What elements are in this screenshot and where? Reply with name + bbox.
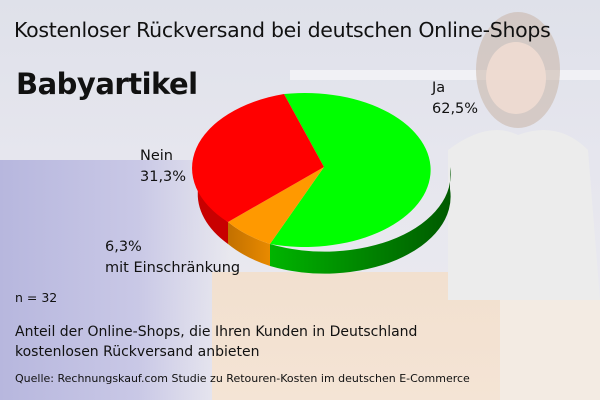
pie-side-mit [228,222,270,266]
sample-size: n = 32 [15,290,58,305]
label-ja-name: Ja [432,80,446,96]
pie-side-nein [197,167,228,244]
pie-slice-nein [192,94,324,222]
background-woman-photo [448,12,600,300]
label-nein-name: Nein [140,148,173,164]
chart-title: Kostenloser Rückversand bei deutschen On… [14,18,551,42]
label-nein: Nein 31,3% [140,146,186,188]
label-mit-name: mit Einschränkung [105,260,241,276]
description-line-1: Anteil der Online-Shops, die Ihren Kunde… [15,324,418,340]
background-shelf [290,70,600,80]
chart-description: Anteil der Online-Shops, die Ihren Kunde… [15,322,417,362]
pie-slice-mit [228,167,324,244]
background-table [500,300,600,400]
pie-slice-ja [270,92,431,247]
label-ja: Ja 62,5% [432,78,478,120]
pie-side-ja [270,167,451,274]
description-line-2: kostenlosen Rückversand anbieten [15,344,260,360]
chart-subtitle: Babyartikel [16,67,198,101]
background-left-blur [0,160,230,400]
label-ja-value: 62,5% [432,101,479,117]
label-mit-value: 6,3% [105,239,142,255]
label-mit-einschraenkung: 6,3% mit Einschränkung [105,237,240,279]
source-note: Quelle: Rechnungskauf.com Studie zu Reto… [15,372,470,385]
label-nein-value: 31,3% [140,169,187,185]
